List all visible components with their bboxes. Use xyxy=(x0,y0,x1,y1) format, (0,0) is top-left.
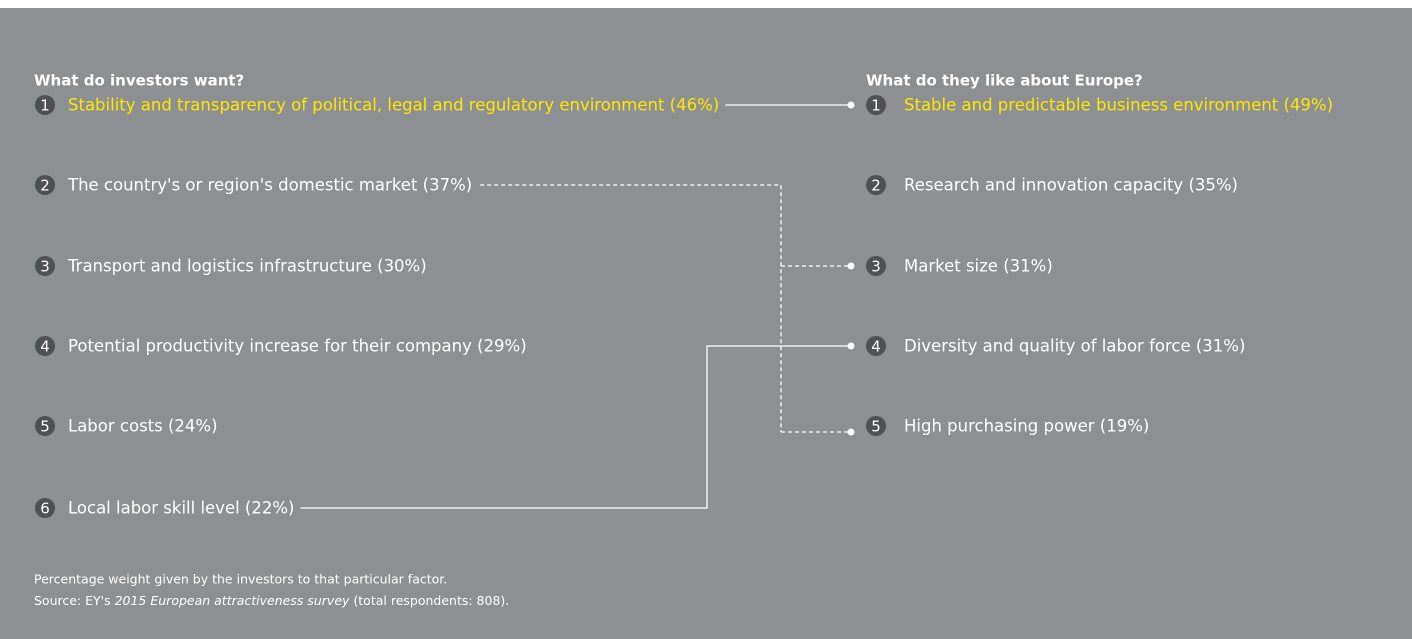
item-text: Stable and predictable business environm… xyxy=(904,96,1333,115)
connectors xyxy=(300,101,855,509)
item-number: 5 xyxy=(871,418,881,436)
source-title: 2015 European attractiveness survey xyxy=(115,593,350,608)
item-number: 1 xyxy=(871,97,881,115)
items: 1 Stability and transparency of political… xyxy=(35,95,1333,518)
number-badge xyxy=(866,416,886,436)
number-badge xyxy=(35,256,55,276)
item-number: 4 xyxy=(871,338,881,356)
item-text: Diversity and quality of labor force (31… xyxy=(904,337,1245,356)
footer-note: Percentage weight given by the investors… xyxy=(34,572,447,587)
right-heading: What do they like about Europe? xyxy=(866,72,1143,90)
item-text: The country's or region's domestic marke… xyxy=(67,176,472,195)
number-badge xyxy=(35,498,55,518)
footer-source: Source: EY's 2015 European attractivenes… xyxy=(34,593,509,608)
item-number: 3 xyxy=(40,258,50,276)
connector xyxy=(300,345,851,509)
item-text: Stability and transparency of political,… xyxy=(68,96,719,115)
item-text: Research and innovation capacity (35%) xyxy=(904,176,1238,195)
item-text: Transport and logistics infrastructure (… xyxy=(67,257,427,276)
item-number: 6 xyxy=(40,500,50,518)
source-prefix: Source: EY's xyxy=(34,593,115,608)
item-text: Labor costs (24%) xyxy=(68,417,218,436)
left-heading: What do investors want? xyxy=(34,72,244,90)
number-badge xyxy=(866,256,886,276)
number-badge xyxy=(35,175,55,195)
item-text: High purchasing power (19%) xyxy=(904,417,1149,436)
number-badge xyxy=(866,175,886,195)
item-number: 2 xyxy=(40,177,50,195)
connector-dot xyxy=(847,262,855,270)
item-number: 2 xyxy=(871,177,881,195)
number-badge xyxy=(35,95,55,115)
connector xyxy=(480,184,782,432)
item-number: 3 xyxy=(871,258,881,276)
number-badge xyxy=(35,336,55,356)
item-number: 5 xyxy=(40,418,50,436)
connector-dot xyxy=(847,428,855,436)
number-badge xyxy=(35,416,55,436)
number-badge xyxy=(866,95,886,115)
panel xyxy=(0,8,1412,639)
connector-dot xyxy=(847,101,855,109)
connector-dot xyxy=(847,342,855,350)
item-text: Potential productivity increase for thei… xyxy=(68,337,527,356)
source-suffix: (total respondents: 808). xyxy=(349,593,509,608)
number-badge xyxy=(866,336,886,356)
item-number: 1 xyxy=(40,97,50,115)
item-number: 4 xyxy=(40,338,50,356)
item-text: Local labor skill level (22%) xyxy=(68,499,294,518)
item-text: Market size (31%) xyxy=(904,257,1053,276)
